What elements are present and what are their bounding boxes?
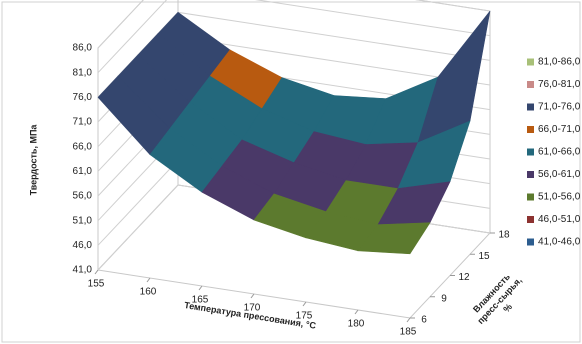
- x-tick-label: 165: [192, 295, 209, 306]
- z-tick-label: 81,0: [73, 67, 93, 78]
- legend-swatch: [527, 126, 534, 133]
- legend-swatch: [527, 238, 534, 246]
- legend-label: 46,0-51,0: [538, 214, 581, 225]
- depth-tick-label: 18: [498, 230, 510, 241]
- legend-label: 66,0-71,0: [538, 124, 581, 135]
- z-tick-label: 66,0: [73, 141, 93, 152]
- depth-tick-label: 15: [478, 251, 490, 262]
- x-tick-label: 170: [244, 303, 261, 314]
- y-axis-label: Твердость, МПа: [28, 124, 38, 196]
- depth-tick-label: 9: [441, 293, 447, 304]
- z-tick-label: 51,0: [73, 215, 93, 226]
- legend-label: 71,0-76,0: [538, 102, 581, 113]
- x-tick: [250, 293, 255, 299]
- legend-swatch: [527, 58, 534, 66]
- x-tick: [354, 309, 359, 315]
- depth-tick-label: 12: [458, 272, 470, 283]
- legend-label: 61,0-66,0: [538, 147, 581, 158]
- legend-label: 51,0-56,0: [538, 192, 581, 203]
- z-tick-label: 46,0: [73, 240, 93, 251]
- legend-swatch: [527, 171, 534, 178]
- x-tick-label: 185: [400, 327, 417, 338]
- x-tick-label: 160: [140, 287, 157, 298]
- x-tick-label: 175: [296, 311, 313, 322]
- x-tick: [302, 301, 307, 307]
- z-tick-label: 76,0: [73, 92, 93, 103]
- z-tick-label: 61,0: [73, 166, 93, 177]
- legend-label: 81,0-86,0: [538, 57, 581, 68]
- legend-label: 76,0-81,0: [538, 79, 581, 90]
- x-tick: [406, 317, 411, 323]
- depth-tick-label: 6: [421, 315, 427, 326]
- z-tick-label: 56,0: [73, 191, 93, 202]
- z-tick-label: 41,0: [73, 265, 93, 276]
- x-tick: [198, 285, 203, 291]
- legend-swatch: [527, 148, 534, 156]
- x-tick-label: 155: [88, 279, 105, 290]
- z-tick-label: 86,0: [73, 43, 93, 54]
- grid-line: [97, 0, 491, 49]
- legend-swatch: [527, 216, 534, 223]
- legend-swatch: [527, 193, 534, 201]
- legend-label: 56,0-61,0: [538, 169, 581, 180]
- x-tick: [146, 277, 151, 283]
- grid-line: [97, 0, 491, 74]
- surface-patch: [357, 222, 431, 255]
- legend-swatch: [527, 103, 534, 111]
- x-tick: [94, 269, 99, 275]
- x-tick-label: 180: [348, 319, 365, 330]
- legend-label: 41,0-46,0: [538, 237, 581, 248]
- z-tick-label: 71,0: [73, 117, 93, 128]
- legend-swatch: [527, 81, 534, 88]
